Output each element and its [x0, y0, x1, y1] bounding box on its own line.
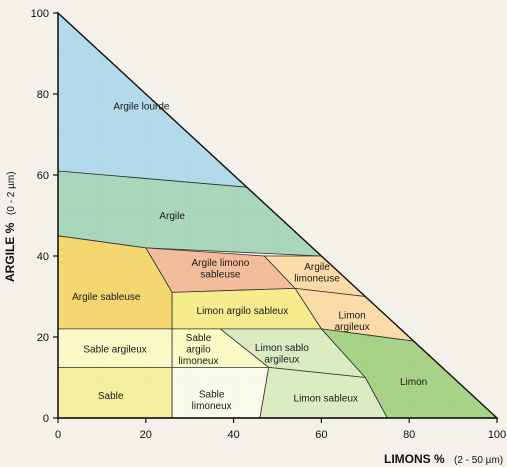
zone-label-line: argileux — [264, 354, 299, 365]
zone-label-10: Limon sablo argileux — [255, 343, 309, 366]
zone-label-line: argileux — [335, 322, 370, 333]
zone-label-3: Argile limono sableuse — [192, 258, 250, 281]
zone-label-line: Argile lourde — [113, 102, 170, 113]
zone-label-9: Sable argilo limoneux — [178, 333, 218, 367]
zone-label-line: Argile — [304, 262, 330, 273]
zone-label-line: sableuse — [200, 269, 240, 280]
zone-label-line: Limon sablo — [255, 343, 309, 354]
zone-label-13: Sable limoneux — [192, 390, 232, 413]
x-axis-unit: (2 - 50 µm) — [454, 455, 503, 466]
x-tick-label: 100 — [488, 429, 506, 441]
zone-label-2: Argile — [159, 211, 185, 222]
zone-label-line: Argile limono — [192, 258, 250, 269]
zone-label-line: Argile — [159, 211, 185, 222]
zone-label-line: Limon — [400, 377, 427, 388]
zone-label-8: Sable argileux — [83, 345, 146, 356]
x-axis-title: LIMONS % — [384, 452, 445, 466]
zone-label-line: Sable — [199, 390, 225, 401]
zone-label-line: Limon sableux — [294, 393, 358, 404]
zone-label-4: Argile limoneuse — [294, 262, 340, 285]
zone-label-1: Argile lourde — [113, 102, 170, 113]
y-axis-unit: (0 - 2 µm) — [6, 171, 17, 215]
zone-label-12: Sable — [98, 391, 124, 402]
y-tick-label: 40 — [37, 251, 49, 263]
x-tick-label: 0 — [55, 429, 61, 441]
zone-label-line: limoneux — [178, 356, 218, 367]
zone-labels: Argile lourde Argile Argile limono sableuse… — [72, 102, 427, 412]
zone-label-line: limoneuse — [294, 273, 340, 284]
x-tick-label: 20 — [140, 429, 152, 441]
x-tick-label: 40 — [227, 429, 239, 441]
x-tick-label: 60 — [315, 429, 327, 441]
y-axis-title: ARGILE % — [3, 222, 17, 282]
zone-label-6: Limon argilo sableux — [197, 306, 289, 317]
zone-label-line: argilo — [186, 345, 211, 356]
zone-label-14: Limon sableux — [294, 393, 358, 404]
y-tick-label: 80 — [37, 89, 49, 101]
zone-label-line: Sable argileux — [83, 345, 146, 356]
zone-label-line: Sable — [186, 333, 212, 344]
zone-label-11: Limon — [400, 377, 427, 388]
zone-label-line: Limon — [339, 311, 366, 322]
y-tick-label: 60 — [37, 170, 49, 182]
zone-label-line: Limon argilo sableux — [197, 306, 289, 317]
zone-label-line: Sable — [98, 391, 124, 402]
y-tick-label: 0 — [43, 413, 49, 425]
zone-label-7: Limon argileux — [335, 311, 370, 334]
axes: 0 20 40 60 80 100 0 20 40 60 80 100 — [31, 8, 507, 441]
zone-label-line: Argile sableuse — [72, 292, 141, 303]
y-tick-label: 20 — [37, 332, 49, 344]
zone-label-5: Argile sableuse — [72, 292, 141, 303]
y-tick-label: 100 — [31, 8, 49, 20]
zone-label-line: limoneux — [192, 401, 232, 412]
x-tick-label: 80 — [403, 429, 415, 441]
